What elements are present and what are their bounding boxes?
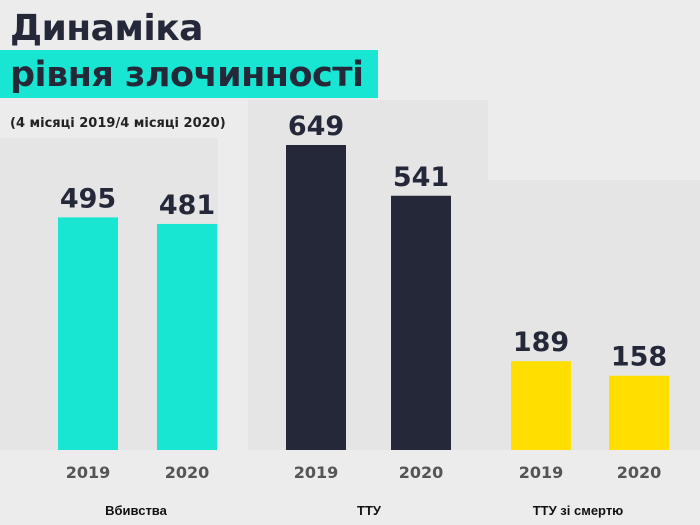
bar-3-2019: [511, 361, 571, 450]
year-label-3-2020: 2020: [617, 463, 662, 482]
chart-title-line2: рівня злочинності: [10, 55, 364, 95]
bar-2-2020: [391, 195, 451, 450]
data-label-2-2019: 649: [288, 111, 344, 142]
bar-1-2019: [58, 217, 118, 450]
data-label-2-2020: 541: [393, 162, 449, 193]
year-label-3-2019: 2019: [519, 463, 564, 482]
year-label-2-2019: 2019: [294, 463, 339, 482]
group-label-traffic-fatal: ТТУ зі смертю: [532, 503, 624, 518]
group-label-homicides: Вбивства: [105, 503, 167, 518]
data-label-3-2019: 189: [513, 327, 569, 358]
title-highlight: [0, 50, 378, 98]
year-label-2-2020: 2020: [399, 463, 444, 482]
group-panel-2: [248, 100, 488, 450]
bar-2-2019: [286, 145, 346, 450]
year-label-1-2019: 2019: [66, 463, 111, 482]
data-label-1-2019: 495: [60, 183, 116, 214]
year-label-1-2020: 2020: [165, 463, 210, 482]
data-label-1-2020: 481: [159, 190, 215, 221]
chart-subtitle: (4 місяці 2019/4 місяці 2020): [10, 116, 226, 131]
bar-1-2020: [157, 223, 217, 450]
group-label-traffic: ТТУ: [357, 503, 381, 518]
chart-title-line1: Динаміка: [10, 8, 203, 49]
data-label-3-2020: 158: [611, 342, 667, 373]
bar-3-2020: [609, 375, 669, 450]
